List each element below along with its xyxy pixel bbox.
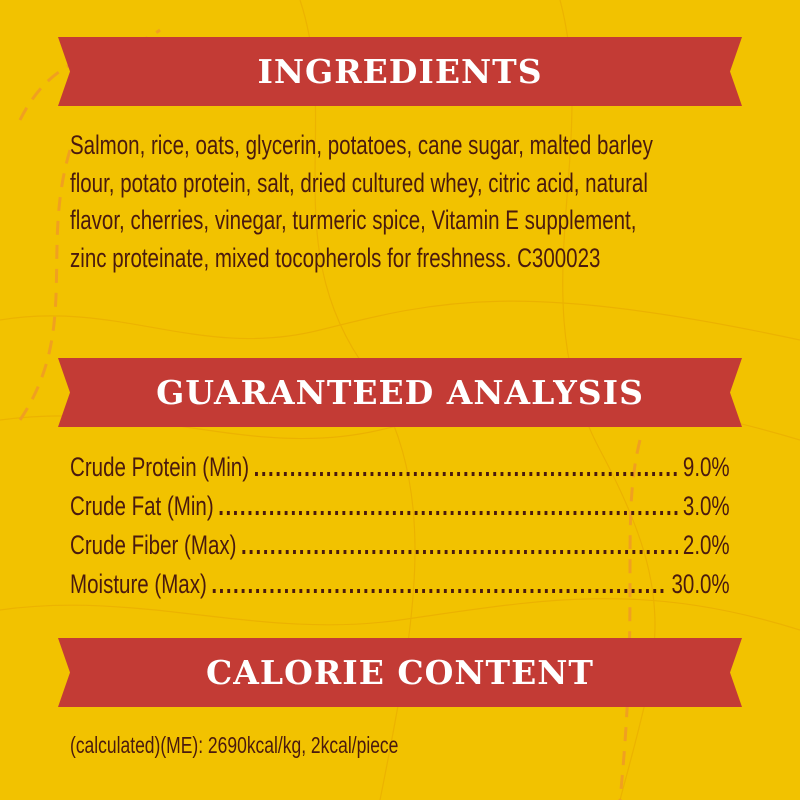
calorie-text-block: (calculated)(ME): 2690kcal/kg, 2kcal/pie… bbox=[70, 727, 730, 765]
analysis-value: 30.0% bbox=[671, 569, 730, 599]
dot-leader bbox=[254, 448, 679, 487]
ingredients-line: zinc proteinate, mixed tocopherols for f… bbox=[70, 242, 601, 273]
ingredients-banner: INGREDIENTS bbox=[58, 37, 742, 106]
analysis-label: Moisture (Max) bbox=[70, 569, 207, 599]
dot-leader bbox=[211, 565, 667, 604]
ingredients-line: flavor, cherries, vinegar, turmeric spic… bbox=[70, 205, 637, 235]
analysis-value: 9.0% bbox=[682, 452, 730, 482]
calorie-heading: CALORIE CONTENT bbox=[206, 653, 594, 692]
analysis-row: Crude Protein (Min) 9.0% bbox=[70, 448, 730, 487]
analysis-row: Crude Fat (Min) 3.0% bbox=[70, 487, 730, 526]
ingredients-line: flour, potato protein, salt, dried cultu… bbox=[70, 167, 648, 198]
analysis-value: 3.0% bbox=[682, 491, 730, 521]
analysis-label: Crude Fiber (Max) bbox=[70, 530, 237, 560]
analysis-label: Crude Protein (Min) bbox=[70, 452, 250, 482]
ingredients-heading: INGREDIENTS bbox=[257, 52, 543, 91]
analysis-label: Crude Fat (Min) bbox=[70, 491, 214, 521]
analysis-row: Crude Fiber (Max) 2.0% bbox=[70, 526, 730, 565]
analysis-banner: GUARANTEED ANALYSIS bbox=[58, 358, 742, 427]
analysis-value: 2.0% bbox=[682, 530, 730, 560]
analysis-heading: GUARANTEED ANALYSIS bbox=[156, 373, 644, 412]
dot-leader bbox=[218, 487, 678, 526]
calorie-banner: CALORIE CONTENT bbox=[58, 638, 742, 707]
ingredients-line: Salmon, rice, oats, glycerin, potatoes, … bbox=[70, 130, 653, 160]
analysis-table: Crude Protein (Min) 9.0% Crude Fat (Min) 3… bbox=[70, 448, 730, 604]
dot-leader bbox=[241, 526, 678, 565]
analysis-row: Moisture (Max) 30.0% bbox=[70, 565, 730, 604]
ingredients-text: Salmon, rice, oats, glycerin, potatoes, … bbox=[70, 127, 730, 277]
calorie-text: (calculated)(ME): 2690kcal/kg, 2kcal/pie… bbox=[70, 732, 399, 758]
